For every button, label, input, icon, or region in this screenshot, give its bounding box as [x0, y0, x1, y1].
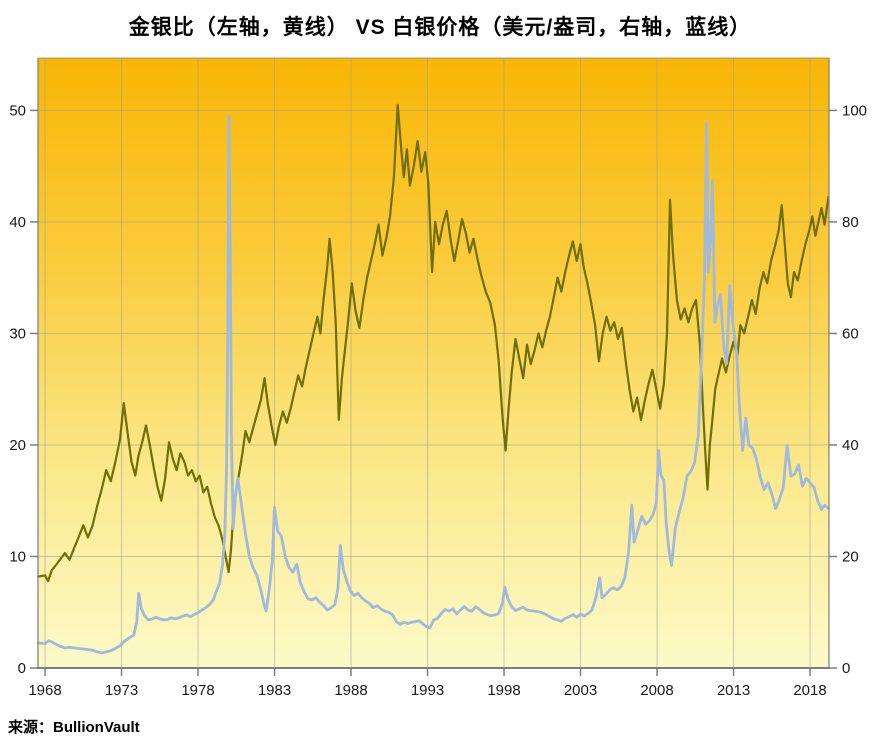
x-tick-label: 2018 [793, 682, 826, 699]
y-right-tick-label: 0 [842, 660, 850, 677]
x-tick-label: 2003 [564, 682, 597, 699]
x-tick-label: 1978 [181, 682, 214, 699]
x-tick-label: 2008 [640, 682, 673, 699]
gold-silver-ratio-line [37, 103, 830, 583]
y-right-tick-label: 20 [842, 548, 859, 565]
y-left-tick-label: 0 [18, 660, 26, 677]
y-left-tick-label: 40 [9, 214, 26, 231]
y-right-tick-label: 40 [842, 437, 859, 454]
y-left-tick-label: 50 [9, 102, 26, 119]
y-left-tick-label: 10 [9, 548, 26, 565]
y-right-tick-label: 60 [842, 325, 859, 342]
plot-background [38, 58, 829, 668]
chart-title: 金银比（左轴，黄线） VS 白银价格（美元/盎司，右轴，蓝线） [128, 16, 752, 39]
axis-labels: 1968 1973 1978 1983 1988 1993 1998 2003 2008 2013… [9, 102, 867, 699]
x-tick-label: 1973 [105, 682, 138, 699]
axes [37, 57, 830, 669]
x-tick-label: 1988 [334, 682, 367, 699]
y-right-tick-label: 100 [842, 102, 867, 119]
x-tick-label: 1983 [258, 682, 291, 699]
y-right-tick-label: 80 [842, 214, 859, 231]
y-left-tick-label: 30 [9, 325, 26, 342]
x-tick-label: 1998 [487, 682, 520, 699]
silver-price-line [36, 114, 830, 655]
source-note: 来源：BullionVault [8, 719, 140, 736]
y-left-tick-label: 20 [9, 437, 26, 454]
chart-canvas: 1968 1973 1978 1983 1988 1993 1998 2003 2008 2013… [9, 57, 867, 699]
x-tick-label: 2013 [717, 682, 750, 699]
x-tick-label: 1968 [28, 682, 61, 699]
x-tick-label: 1993 [411, 682, 444, 699]
